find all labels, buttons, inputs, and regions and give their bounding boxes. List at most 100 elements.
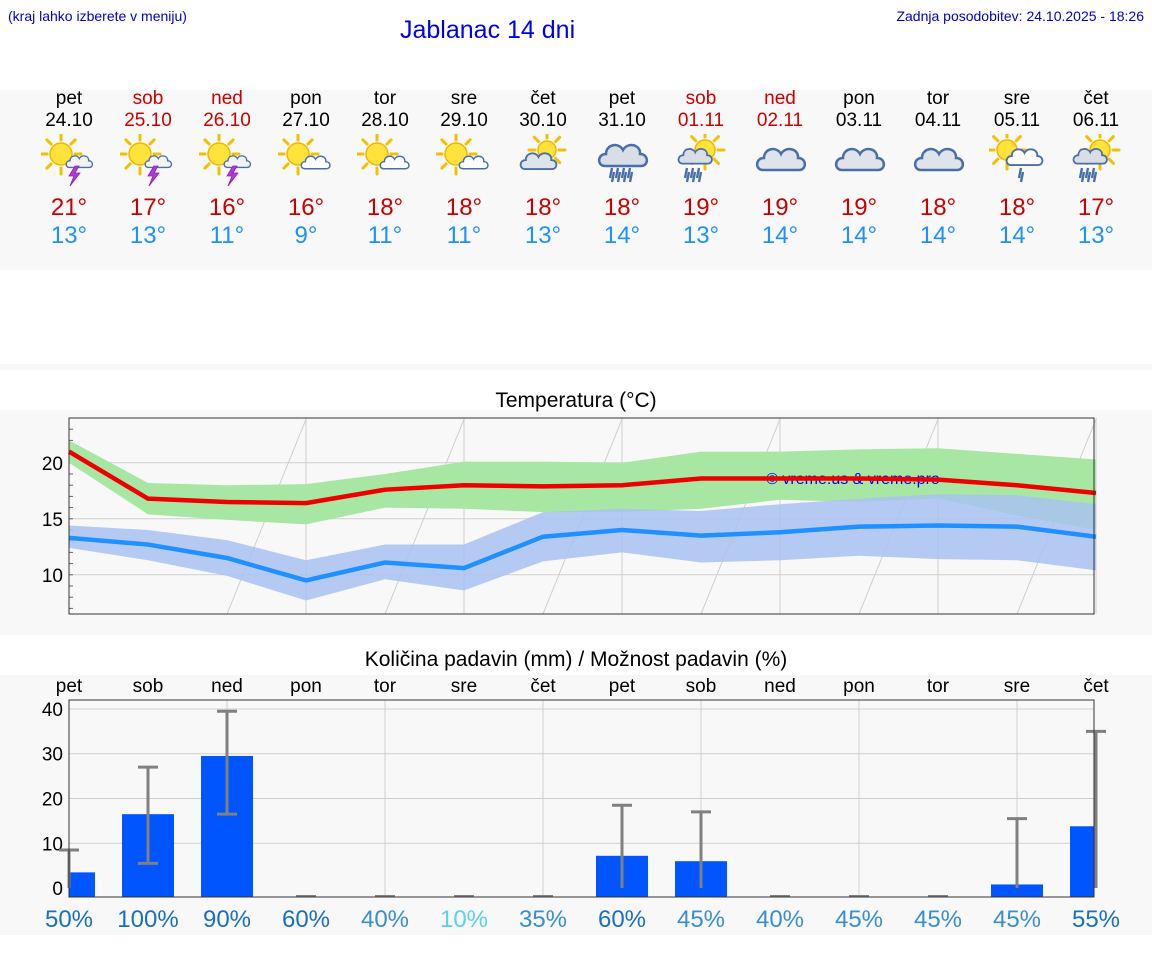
weather-cloud-sun-icon: [515, 130, 571, 194]
min-temp-line: [68, 523, 1097, 583]
day-date: 30.10: [519, 110, 567, 131]
day-column: ned 02.11 19° 14°: [740, 88, 820, 250]
day-column: pon 03.11 19° 14°: [819, 88, 899, 250]
max-temp: 17°: [129, 194, 167, 221]
x-tick-label: tor: [927, 676, 950, 697]
day-date: 25.10: [124, 110, 172, 131]
x-tick-label: sre: [1004, 676, 1030, 697]
weather-sun-cloud-icon: [276, 132, 334, 194]
max-temp: 16°: [287, 194, 325, 221]
day-date: 27.10: [282, 110, 330, 131]
weather-sun-rain-icon: [1068, 129, 1124, 194]
precip-bar: [991, 884, 1043, 897]
precip-probability: 45%: [993, 906, 1041, 933]
day-name: pon: [290, 88, 322, 109]
precip-probability: 50%: [45, 906, 93, 933]
precip-probability: 10%: [440, 906, 488, 933]
max-temp-line: [67, 449, 1097, 506]
y-tick-label: 20: [42, 454, 63, 475]
precip-chart-title: Količina padavin (mm) / Možnost padavin …: [364, 648, 788, 671]
day-name: pon: [843, 88, 875, 109]
max-temp: 18°: [366, 194, 404, 221]
day-name: ned: [211, 88, 243, 109]
weather-sun-cloud-icon: [434, 132, 492, 194]
precip-plot-frame: [68, 699, 1095, 898]
day-name: čet: [1083, 88, 1109, 109]
weather-cloud-icon: [910, 134, 966, 194]
weather-cloud-icon: [752, 134, 808, 194]
y-tick-label: 0: [52, 879, 63, 900]
y-tick-label: 30: [42, 745, 63, 766]
min-temp: 11°: [446, 222, 482, 249]
day-name: ned: [764, 88, 796, 109]
min-temp: 13°: [129, 222, 167, 249]
weather-cloud-icon: [831, 134, 887, 194]
max-temp: 19°: [682, 194, 720, 221]
precip-bar: [69, 872, 95, 897]
x-tick-label: tor: [374, 676, 397, 697]
weather-sun-cloud-icon: [355, 132, 413, 194]
day-column: sre 05.11 18° 14°: [977, 88, 1057, 250]
min-temp: 14°: [603, 222, 641, 249]
day-column: čet 06.11 17° 13°: [1056, 88, 1136, 250]
day-column: pet 24.10 21° 13°: [29, 88, 109, 250]
day-column: sob 25.10 17° 13°: [108, 88, 188, 250]
day-column: pon 27.10 16° 9°: [266, 88, 346, 250]
max-temp: 18°: [445, 194, 483, 221]
day-name: pet: [55, 88, 83, 109]
weather-sun-rain-icon: [673, 129, 729, 194]
day-date: 05.11: [993, 110, 1041, 131]
weather-sun-rain-light-icon: [986, 129, 1045, 194]
max-temp: 18°: [603, 194, 641, 221]
precip-probability: 55%: [1072, 906, 1120, 933]
min-temp: 13°: [524, 222, 562, 249]
weather-sun-storm-icon: [39, 132, 97, 194]
y-tick-label: 10: [42, 834, 63, 855]
min-temp: 14°: [840, 222, 878, 249]
min-temp: 11°: [209, 222, 245, 249]
day-name: pet: [608, 88, 636, 109]
weather-cloud-rain-icon: [594, 134, 650, 194]
x-tick-label: pon: [290, 676, 322, 697]
day-column: sre 29.10 18° 11°: [424, 88, 504, 250]
day-date: 04.11: [914, 110, 962, 131]
day-date: 06.11: [1072, 110, 1120, 131]
precip-probability: 60%: [282, 906, 330, 933]
max-temp: 18°: [919, 194, 957, 221]
x-tick-label: čet: [530, 676, 556, 697]
day-column: čet 30.10 18° 13°: [503, 88, 583, 250]
x-tick-label: pet: [609, 676, 636, 697]
temp-plot-frame: [68, 417, 1095, 615]
day-column: ned 26.10 16° 11°: [187, 88, 267, 250]
precip-probability: 90%: [203, 906, 251, 933]
max-temp: 16°: [208, 194, 246, 221]
precip-probability: 60%: [598, 906, 646, 933]
last-update: Zadnja posodobitev: 24.10.2025 - 18:26: [896, 8, 1144, 24]
day-date: 26.10: [203, 110, 251, 131]
weather-sun-storm-icon: [197, 132, 255, 194]
day-name: sre: [450, 88, 478, 109]
day-date: 02.11: [756, 110, 804, 131]
x-tick-label: čet: [1083, 676, 1109, 697]
grid-line-v: [384, 417, 465, 615]
min-temp: 13°: [50, 222, 88, 249]
y-tick-label: 40: [42, 700, 63, 721]
day-name: tor: [926, 88, 950, 109]
day-column: sob 01.11 19° 13°: [661, 88, 741, 250]
x-tick-label: sob: [133, 676, 164, 697]
min-temp: 14°: [998, 222, 1036, 249]
min-temp: 13°: [682, 222, 720, 249]
day-name: sob: [685, 88, 717, 109]
precip-probability: 35%: [519, 906, 567, 933]
day-column: tor 04.11 18° 14°: [898, 88, 978, 250]
day-column: pet 31.10 18° 14°: [582, 88, 662, 250]
location-hint[interactable]: (kraj lahko izberete v meniju): [8, 8, 187, 24]
x-tick-label: pon: [843, 676, 875, 697]
x-tick-label: sob: [686, 676, 717, 697]
precip-bar: [1070, 826, 1094, 897]
x-tick-label: sre: [451, 676, 477, 697]
min-temp: 9°: [294, 222, 318, 249]
precip-probability: 45%: [914, 906, 962, 933]
day-name: sob: [132, 88, 164, 109]
day-date: 31.10: [598, 110, 646, 131]
